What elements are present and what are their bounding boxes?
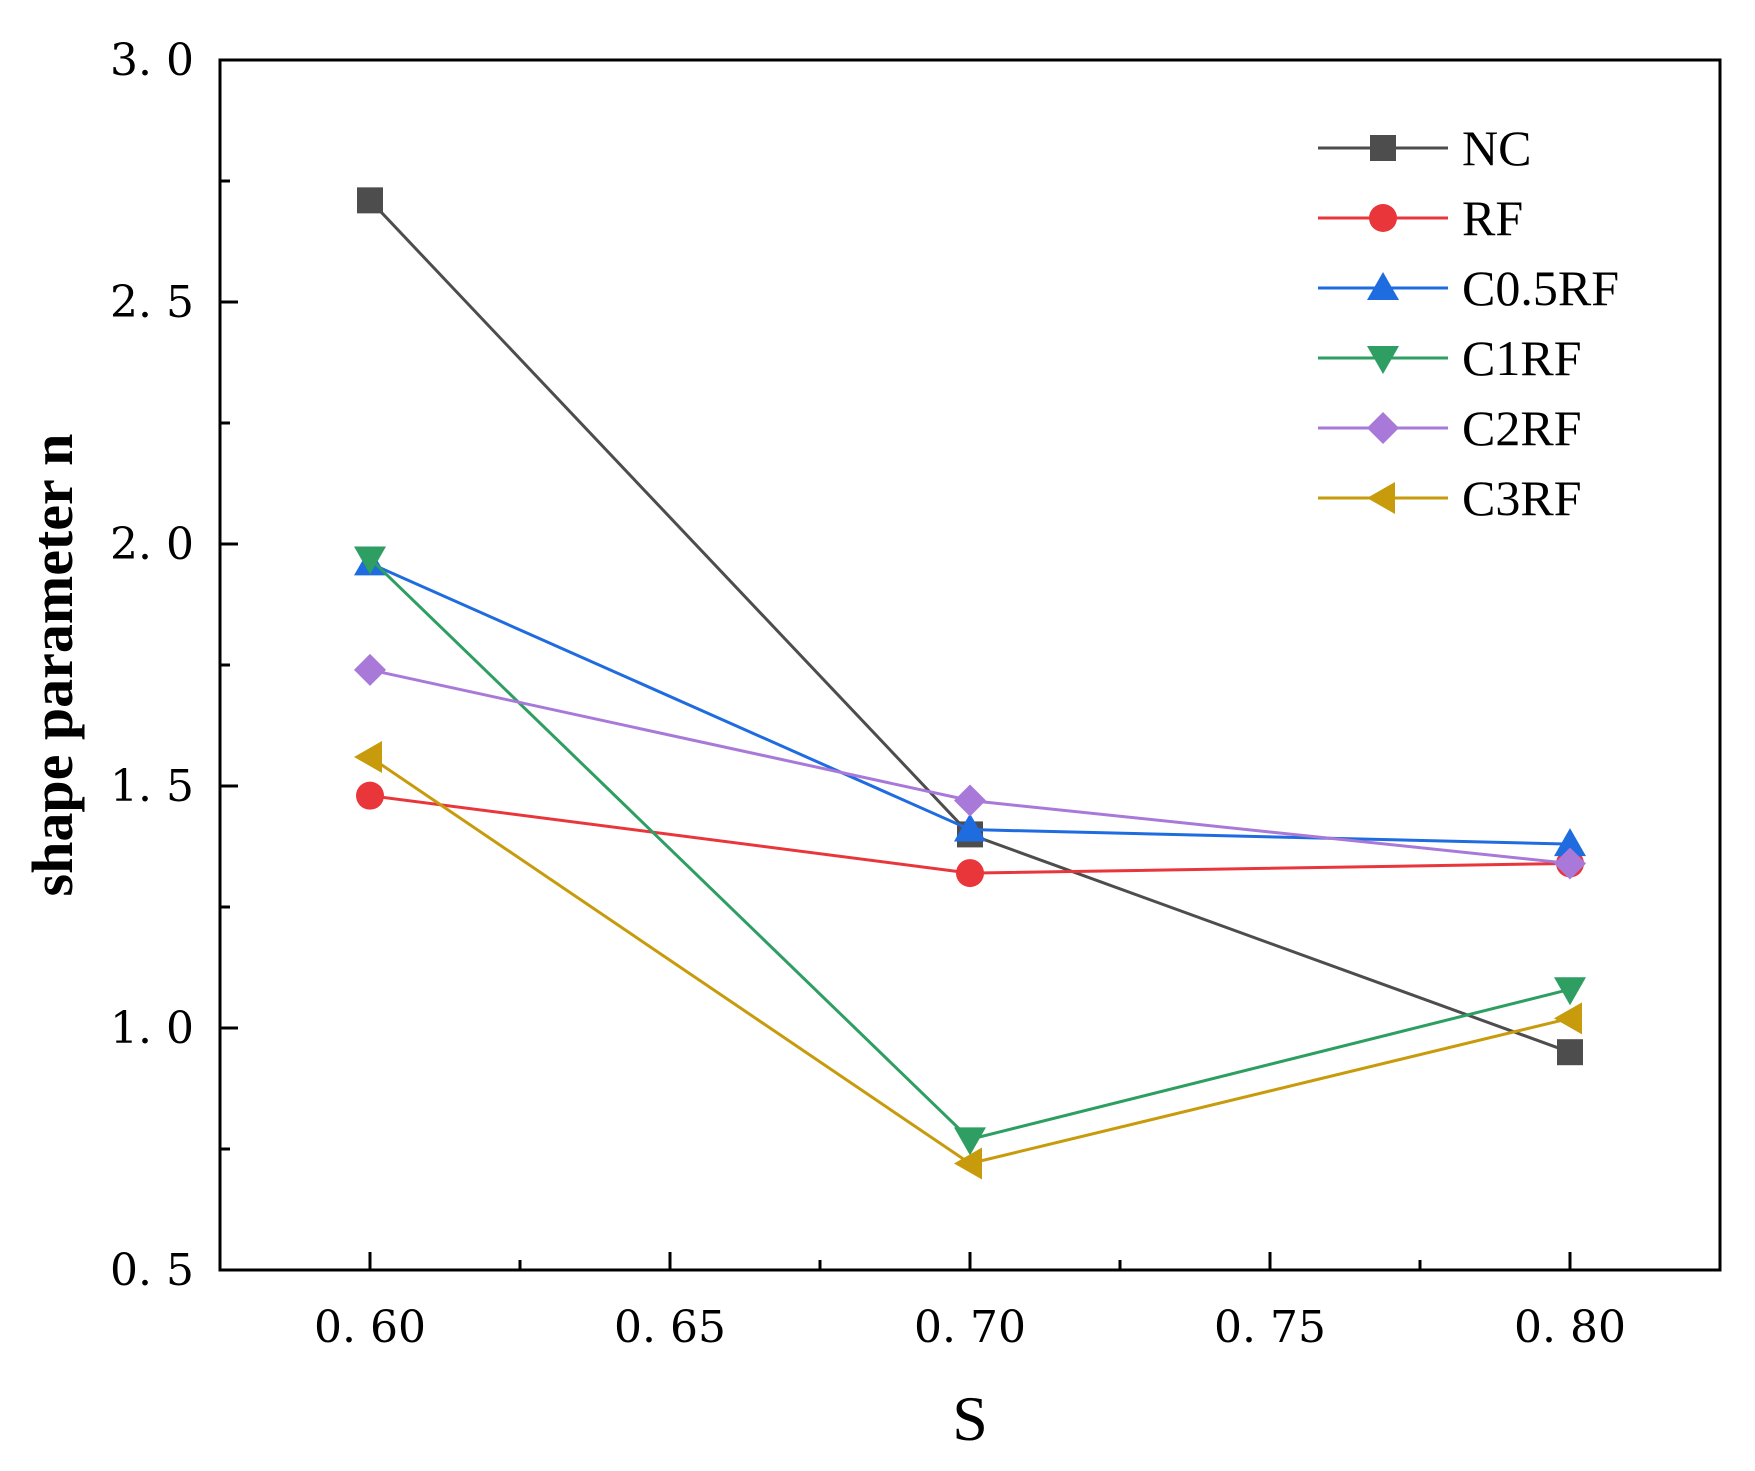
series-layer: [354, 187, 1586, 1180]
x-axis-ticks: [368, 1252, 1572, 1270]
series-c2rf: [354, 653, 1586, 880]
y-tick-label: 1. 0: [110, 1003, 194, 1054]
y-tick-label: 0. 5: [110, 1245, 194, 1296]
data-point-c3rf: [954, 1147, 982, 1180]
legend-label-c3rf: C3RF: [1462, 470, 1582, 526]
x-tick-label: 0. 70: [914, 1302, 1026, 1353]
data-point-c0-5rf: [954, 813, 986, 842]
y-axis-ticks: [220, 58, 238, 1272]
series-c3rf: [354, 740, 1582, 1180]
x-axis-title: S: [952, 1383, 988, 1454]
legend-item-nc: NC: [1318, 120, 1531, 176]
legend-item-c1rf: C1RF: [1318, 330, 1582, 386]
y-tick-label: 2. 0: [110, 519, 194, 570]
data-point-c3rf: [354, 740, 382, 773]
data-point-c1rf: [1554, 977, 1586, 1006]
data-point-c2rf: [354, 653, 386, 686]
series-c1rf: [354, 546, 1586, 1156]
legend-label-c0-5rf: C0.5RF: [1462, 260, 1619, 316]
legend-marker-c0-5rf: [1367, 272, 1399, 300]
legend: NC RF C0.5RF C1RF C2RF C3RF: [1318, 120, 1619, 526]
legend-item-rf: RF: [1318, 190, 1523, 246]
legend-marker-rf: [1369, 204, 1397, 232]
x-tick-label: 0. 80: [1514, 1302, 1626, 1353]
y-tick-label: 1. 5: [110, 761, 194, 812]
data-point-rf: [356, 781, 384, 810]
legend-marker-c1rf: [1367, 346, 1399, 374]
y-axis-tick-labels: 0. 5 1. 0 1. 5 2. 0 2. 5 3. 0: [110, 35, 194, 1296]
legend-marker-c3rf: [1367, 482, 1395, 514]
legend-item-c2rf: C2RF: [1318, 400, 1582, 456]
data-point-rf: [956, 859, 984, 888]
legend-label-c2rf: C2RF: [1462, 400, 1582, 456]
data-point-nc: [1557, 1039, 1583, 1066]
x-tick-label: 0. 60: [314, 1302, 426, 1353]
legend-marker-c2rf: [1367, 412, 1399, 444]
data-point-c2rf: [954, 784, 986, 817]
data-point-c2rf: [1554, 847, 1586, 880]
legend-marker-nc: [1370, 135, 1396, 161]
data-point-nc: [357, 187, 383, 214]
y-tick-label: 2. 5: [110, 277, 194, 328]
data-point-c1rf: [354, 546, 386, 575]
legend-label-nc: NC: [1462, 120, 1531, 176]
y-axis-title: shape parameter n: [20, 434, 85, 897]
x-tick-label: 0. 75: [1214, 1302, 1326, 1353]
legend-label-rf: RF: [1462, 190, 1523, 246]
data-point-c3rf: [1554, 1002, 1582, 1035]
data-point-c1rf: [954, 1127, 986, 1156]
legend-item-c0-5rf: C0.5RF: [1318, 260, 1619, 316]
x-axis-tick-labels: 0. 60 0. 65 0. 70 0. 75 0. 80: [314, 1302, 1626, 1353]
data-point-c0-5rf: [1554, 828, 1586, 857]
legend-item-c3rf: C3RF: [1318, 470, 1582, 526]
legend-label-c1rf: C1RF: [1462, 330, 1582, 386]
y-tick-label: 3. 0: [110, 35, 194, 86]
x-tick-label: 0. 65: [614, 1302, 726, 1353]
